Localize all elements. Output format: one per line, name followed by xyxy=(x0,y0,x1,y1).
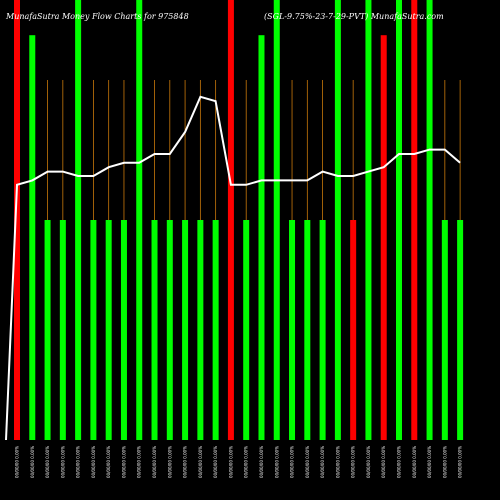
money-flow-bar xyxy=(44,220,51,440)
x-tick-label: 00/00/00 0.00% xyxy=(259,446,264,478)
money-flow-bar xyxy=(120,220,127,440)
chart-title-left: MunafaSutra Money Flow Charts for 975848 xyxy=(5,12,189,21)
x-tick-label: 00/00/00 0.00% xyxy=(381,446,386,478)
x-tick-label: 00/00/00 0.00% xyxy=(45,446,50,478)
money-flow-bar xyxy=(243,220,250,440)
chart-title-right: (SGL-9.75%-23-7-29-PVT) MunafaSutra.com xyxy=(264,12,444,21)
x-tick-label: 00/00/00 0.00% xyxy=(397,446,402,478)
money-flow-bar xyxy=(197,220,204,440)
price-line xyxy=(5,95,461,441)
x-tick-label: 00/00/00 0.00% xyxy=(228,446,233,478)
x-tick-label: 00/00/00 0.00% xyxy=(15,446,20,478)
x-tick-label: 00/00/00 0.00% xyxy=(274,446,279,478)
x-tick-label: 00/00/00 0.00% xyxy=(76,446,81,478)
x-tick-label: 00/00/00 0.00% xyxy=(60,446,65,478)
money-flow-bar xyxy=(365,0,372,440)
x-tick-label: 00/00/00 0.00% xyxy=(366,446,371,478)
money-flow-bar xyxy=(411,0,418,440)
money-flow-bar xyxy=(14,0,20,440)
money-flow-bar xyxy=(212,220,219,440)
money-flow-bar xyxy=(227,0,234,440)
money-flow-bar xyxy=(304,220,311,440)
x-tick-label: 00/00/00 0.00% xyxy=(290,446,295,478)
money-flow-bar xyxy=(334,0,341,440)
x-tick-label: 00/00/00 0.00% xyxy=(335,446,340,478)
x-tick-label: 00/00/00 0.00% xyxy=(442,446,447,478)
x-tick-label: 00/00/00 0.00% xyxy=(167,446,172,478)
money-flow-bar xyxy=(457,220,464,440)
money-flow-bar xyxy=(90,220,97,440)
money-flow-bar xyxy=(59,220,66,440)
x-tick-label: 00/00/00 0.00% xyxy=(427,446,432,478)
vertical-grid-lines xyxy=(16,80,461,440)
money-flow-bar xyxy=(273,0,280,440)
money-flow-bar xyxy=(151,220,158,440)
money-flow-bar xyxy=(380,35,387,440)
x-tick-label: 00/00/00 0.00% xyxy=(244,446,249,478)
x-tick-label: 00/00/00 0.00% xyxy=(91,446,96,478)
money-flow-bars xyxy=(14,0,464,440)
money-flow-bar xyxy=(166,220,173,440)
money-flow-bar xyxy=(396,0,402,440)
x-tick-label: 00/00/00 0.00% xyxy=(106,446,111,478)
money-flow-bar xyxy=(105,220,112,440)
x-tick-label: 00/00/00 0.00% xyxy=(351,446,356,478)
x-tick-label: 00/00/00 0.00% xyxy=(213,446,218,478)
x-axis-labels: 00/00/00 0.00% 00/00/00 0.00% 00/00/00 0.0… xyxy=(15,446,463,478)
x-tick-label: 00/00/00 0.00% xyxy=(320,446,325,478)
money-flow-bar xyxy=(258,35,265,440)
x-tick-label: 00/00/00 0.00% xyxy=(198,446,203,478)
money-flow-bar xyxy=(182,220,189,440)
x-tick-label: 00/00/00 0.00% xyxy=(152,446,157,478)
money-flow-bar xyxy=(289,220,296,440)
money-flow-bar xyxy=(426,0,433,440)
x-tick-label: 00/00/00 0.00% xyxy=(412,446,417,478)
x-tick-label: 00/00/00 0.00% xyxy=(30,446,35,478)
x-tick-label: 00/00/00 0.00% xyxy=(458,446,463,478)
x-tick-label: 00/00/00 0.00% xyxy=(305,446,310,478)
money-flow-bar xyxy=(350,220,357,440)
x-tick-label: 00/00/00 0.00% xyxy=(183,446,188,478)
money-flow-bar xyxy=(136,0,143,440)
x-tick-label: 00/00/00 0.00% xyxy=(121,446,126,478)
money-flow-bar xyxy=(29,35,36,440)
money-flow-bar xyxy=(75,0,82,440)
money-flow-bar xyxy=(319,220,326,440)
money-flow-bar xyxy=(441,220,448,440)
x-tick-label: 00/00/00 0.00% xyxy=(137,446,142,478)
